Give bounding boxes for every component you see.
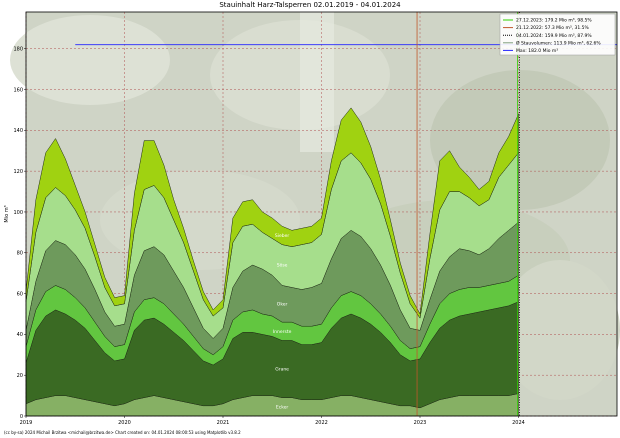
- y-tick-label: 120: [13, 169, 23, 175]
- y-tick-label: 140: [13, 128, 23, 134]
- y-tick-label: 180: [13, 47, 23, 53]
- area-sieber: [25, 107, 519, 319]
- legend-entry: 04.01.2024: 159.9 Mio m³, 87.9%: [516, 33, 592, 39]
- chart-title: Stauinhalt Harz-Talsperren 02.01.2019 - …: [219, 1, 401, 9]
- y-axis-label: Mio m³: [4, 205, 10, 222]
- x-tick-label: 2023: [414, 420, 427, 426]
- legend-entry: Ø Stauvolumen: 113.9 Mio m³, 62.6%: [516, 39, 601, 46]
- x-tick-label: 2021: [217, 420, 230, 426]
- area-label: Grane: [275, 367, 289, 373]
- y-tick-label: 80: [17, 251, 23, 257]
- x-tick-label: 2024: [512, 420, 525, 426]
- y-tick-label: 40: [17, 332, 23, 338]
- y-tick-label: 60: [17, 291, 23, 297]
- area-label: Söse: [277, 263, 288, 269]
- y-tick-label: 20: [17, 373, 23, 379]
- x-tick-label: 2020: [118, 420, 131, 426]
- chart-footer: (cc by-sa) 2024 Michail Brzitwa <michail…: [4, 430, 241, 435]
- legend-entry: Max: 182.0 Mio m³: [516, 48, 558, 54]
- x-tick-label: 2019: [20, 420, 33, 426]
- area-label: Innerste: [273, 329, 292, 335]
- axis-ticks: 2019 2020 2021 2022 2023 2024 0 20 40 60 80 100 120 1…: [13, 47, 524, 426]
- area-series: Ecker Grane Innerste Oker Söse Sieber: [25, 107, 519, 417]
- legend-entry: 27.12.2023: 179.2 Mio m³, 98.5%: [516, 18, 592, 24]
- y-tick-label: 160: [13, 87, 23, 93]
- legend-entry: 21.12.2022: 57.3 Mio m³, 31.5%: [516, 25, 590, 31]
- area-label: Oker: [277, 301, 288, 307]
- legend: 27.12.2023: 179.2 Mio m³, 98.5%21.12.202…: [499, 13, 616, 56]
- y-tick-label: 0: [20, 414, 23, 420]
- legend-box: [499, 13, 616, 56]
- area-label: Ecker: [276, 404, 289, 410]
- area-label: Sieber: [275, 233, 290, 239]
- x-tick-label: 2022: [315, 420, 328, 426]
- y-tick-label: 100: [13, 210, 23, 216]
